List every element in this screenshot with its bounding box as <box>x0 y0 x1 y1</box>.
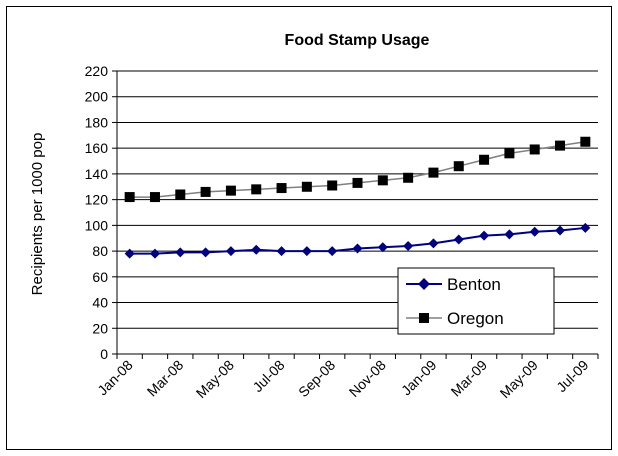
data-point-benton <box>403 240 414 251</box>
series-layer <box>124 136 591 259</box>
data-point-oregon <box>124 192 135 203</box>
y-tick-label: 20 <box>92 320 108 336</box>
data-point-oregon <box>175 189 186 200</box>
data-point-oregon <box>403 172 414 183</box>
y-tick-label: 220 <box>85 63 109 79</box>
data-point-benton <box>529 226 540 237</box>
y-tick-label: 100 <box>85 217 109 233</box>
y-tick-label: 40 <box>92 295 108 311</box>
data-point-benton <box>149 248 160 259</box>
x-tick-label: Jan-09 <box>398 357 440 399</box>
y-tick-label: 140 <box>85 166 109 182</box>
y-tick-label: 180 <box>85 114 109 130</box>
y-axis-label: Recipients per 1000 pop <box>29 133 46 296</box>
x-tick-label: Jul-09 <box>553 357 591 395</box>
data-point-benton <box>580 222 591 233</box>
data-point-benton <box>428 238 439 249</box>
data-point-oregon <box>276 183 287 194</box>
y-tick-label: 160 <box>85 140 109 156</box>
data-point-oregon <box>225 185 236 196</box>
data-point-oregon <box>200 186 211 197</box>
data-point-benton <box>251 244 262 255</box>
legend-marker-oregon <box>419 313 429 323</box>
data-point-oregon <box>377 175 388 186</box>
x-tick-label: Jan-08 <box>94 357 136 399</box>
data-point-benton <box>200 247 211 258</box>
y-tick-label: 200 <box>85 89 109 105</box>
legend-label-oregon: Oregon <box>447 309 504 328</box>
data-point-benton <box>479 230 490 241</box>
data-point-benton <box>301 246 312 257</box>
data-point-oregon <box>529 144 540 155</box>
x-tick-label: Jul-08 <box>249 357 287 395</box>
data-point-oregon <box>327 180 338 191</box>
data-point-oregon <box>149 192 160 203</box>
data-point-oregon <box>428 167 439 178</box>
y-tick-label: 60 <box>92 269 108 285</box>
x-tick-label: Mar-09 <box>448 357 491 400</box>
data-point-oregon <box>504 148 515 159</box>
y-tick-label: 80 <box>92 243 108 259</box>
legend-label-benton: Benton <box>447 275 501 294</box>
chart-title: Food Stamp Usage <box>285 32 430 49</box>
data-point-benton <box>377 242 388 253</box>
data-point-oregon <box>479 154 490 165</box>
data-point-oregon <box>453 161 464 172</box>
data-point-benton <box>453 234 464 245</box>
y-tick-label: 120 <box>85 192 109 208</box>
data-point-benton <box>504 229 515 240</box>
data-point-oregon <box>352 177 363 188</box>
x-tick-label: May-09 <box>497 357 541 401</box>
y-tick-label: 0 <box>100 346 108 362</box>
x-tick-label: Mar-08 <box>144 357 187 400</box>
data-point-benton <box>124 248 135 259</box>
data-point-benton <box>276 246 287 257</box>
data-point-benton <box>225 246 236 257</box>
x-tick-label: Nov-08 <box>346 357 389 400</box>
chart-frame <box>6 6 612 450</box>
data-point-oregon <box>580 136 591 147</box>
x-tick-label: Sep-08 <box>295 357 338 400</box>
data-point-benton <box>352 243 363 254</box>
legend-marker-benton <box>418 278 430 290</box>
data-point-benton <box>555 225 566 236</box>
data-point-benton <box>175 247 186 258</box>
series-line-oregon <box>129 141 586 198</box>
data-point-oregon <box>301 181 312 192</box>
data-point-benton <box>327 246 338 257</box>
data-point-oregon <box>251 184 262 195</box>
legend: Benton Oregon <box>397 267 555 335</box>
data-point-oregon <box>555 140 566 151</box>
x-tick-label: May-08 <box>193 357 237 401</box>
